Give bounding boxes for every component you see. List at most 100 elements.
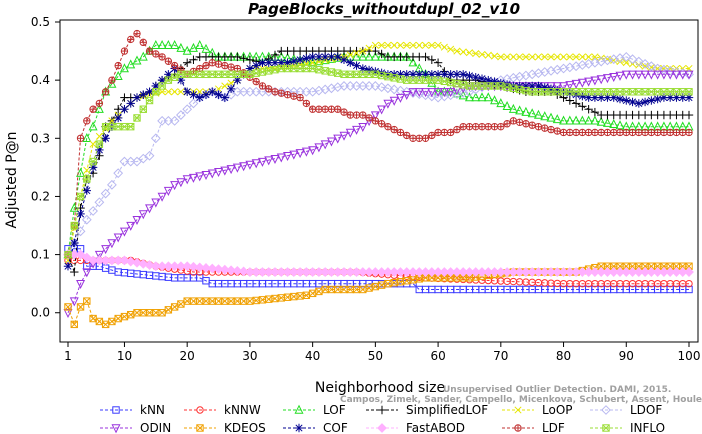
- data-point-ldf: [597, 128, 605, 137]
- data-point-lof: [533, 109, 543, 119]
- data-point-odin: [76, 279, 86, 289]
- data-point-ldf: [290, 92, 298, 100]
- data-point-inflo: [114, 122, 122, 131]
- legend-marker-ldf: [514, 424, 522, 432]
- data-point-inflo: [202, 70, 210, 79]
- data-point-loop: [434, 41, 442, 49]
- data-point-loop: [421, 41, 430, 49]
- data-point-ldof: [144, 150, 155, 161]
- legend-item-simplifiedlof: SimplifiedLOF: [366, 403, 488, 417]
- data-point-inflo: [95, 140, 104, 148]
- data-point-cof: [640, 97, 650, 107]
- data-point-lof: [94, 103, 104, 113]
- data-point-inflo: [635, 88, 643, 96]
- data-point-odin: [383, 99, 393, 109]
- data-point-ldof: [132, 156, 142, 167]
- data-point-ldf: [428, 131, 436, 140]
- data-point-ldof: [376, 82, 387, 93]
- data-point-ldf: [616, 128, 624, 137]
- data-point-odin: [101, 245, 111, 255]
- legend-item-ldf: LDF: [502, 421, 565, 434]
- data-point-lof: [483, 92, 493, 102]
- data-point-lof: [132, 55, 142, 65]
- data-point-inflo: [258, 68, 267, 76]
- data-point-lof: [370, 51, 380, 61]
- data-point-odin: [138, 210, 148, 220]
- data-point-odin: [207, 169, 217, 179]
- axes-layer: 1 10 20 30 40 50 60 70 80 90 100 0.0 0.1 0.2 0.3 0.4 0.5: [31, 15, 701, 363]
- data-point-simplifiedlof: [571, 99, 581, 108]
- data-point-odin: [577, 78, 587, 88]
- x-tick-label: 50: [368, 349, 383, 363]
- data-point-loop: [534, 53, 543, 61]
- data-point-cof: [120, 105, 129, 114]
- y-tick-label: 0.3: [31, 131, 50, 145]
- data-point-ldf: [553, 127, 561, 135]
- data-point-kdeos: [170, 303, 179, 311]
- data-point-ldf: [120, 47, 129, 55]
- data-point-lof: [521, 106, 531, 116]
- data-point-ldof: [420, 90, 431, 101]
- data-point-fastabod: [125, 256, 136, 267]
- data-point-simplifiedlof: [684, 110, 694, 120]
- data-point-cof: [327, 52, 336, 62]
- data-point-odin: [402, 90, 412, 101]
- data-point-odin: [182, 175, 192, 185]
- x-tick-label: 1: [64, 349, 72, 363]
- data-point-ldf: [584, 128, 593, 137]
- data-point-ldf: [252, 77, 260, 86]
- data-point-odin: [615, 71, 625, 81]
- data-point-odin: [188, 173, 198, 183]
- data-point-cof: [477, 74, 487, 83]
- data-point-loop: [346, 51, 354, 59]
- data-point-ldf: [603, 128, 612, 137]
- data-point-odin: [145, 204, 155, 214]
- data-point-loop: [359, 47, 367, 55]
- data-point-inflo: [679, 88, 687, 96]
- data-point-kdeos: [221, 297, 229, 305]
- legend-item-kdeos: KDEOS: [184, 421, 266, 434]
- data-point-cof: [653, 94, 662, 104]
- data-point-loop: [566, 53, 574, 61]
- data-point-fastabod: [194, 262, 205, 273]
- data-point-inflo: [334, 69, 342, 77]
- data-point-kdeos: [120, 312, 129, 321]
- data-point-ldof: [113, 168, 124, 179]
- data-point-inflo: [76, 192, 85, 201]
- data-point-ldf: [622, 128, 630, 137]
- data-point-loop: [196, 88, 204, 96]
- data-point-ldf: [334, 105, 342, 113]
- data-point-fastabod: [182, 261, 193, 272]
- data-point-fastabod: [132, 257, 142, 268]
- data-point-ldf: [478, 122, 486, 131]
- data-point-loop: [453, 47, 461, 55]
- data-point-ldof: [188, 98, 199, 109]
- data-point-inflo: [302, 64, 311, 73]
- legend-item-knnw: kNNW: [184, 403, 261, 417]
- data-point-odin: [295, 149, 305, 159]
- data-point-loop: [572, 53, 580, 61]
- data-point-ldf: [227, 63, 235, 71]
- series-layer: [63, 29, 694, 329]
- data-point-ldf: [308, 105, 317, 113]
- data-point-inflo: [127, 122, 135, 131]
- data-point-odin: [634, 70, 644, 80]
- legend-marker-knn: [112, 406, 120, 414]
- data-point-lof: [364, 51, 374, 61]
- data-point-kdeos: [290, 292, 298, 301]
- data-point-ldf: [541, 124, 549, 132]
- legend-label-knnw: kNNW: [224, 403, 261, 417]
- data-point-cof: [214, 90, 223, 99]
- data-point-cof: [615, 94, 625, 104]
- data-point-ldf: [578, 128, 587, 137]
- data-point-odin: [151, 198, 161, 208]
- data-point-simplifiedlof: [182, 58, 192, 67]
- y-tick-label: 0.0: [31, 306, 50, 320]
- data-point-odin: [446, 88, 456, 98]
- x-tick-label: 40: [305, 349, 320, 363]
- data-point-ldf: [340, 108, 348, 116]
- data-point-fastabod: [213, 264, 224, 275]
- data-point-inflo: [133, 114, 141, 122]
- data-point-inflo: [440, 77, 449, 86]
- data-point-odin: [283, 152, 293, 162]
